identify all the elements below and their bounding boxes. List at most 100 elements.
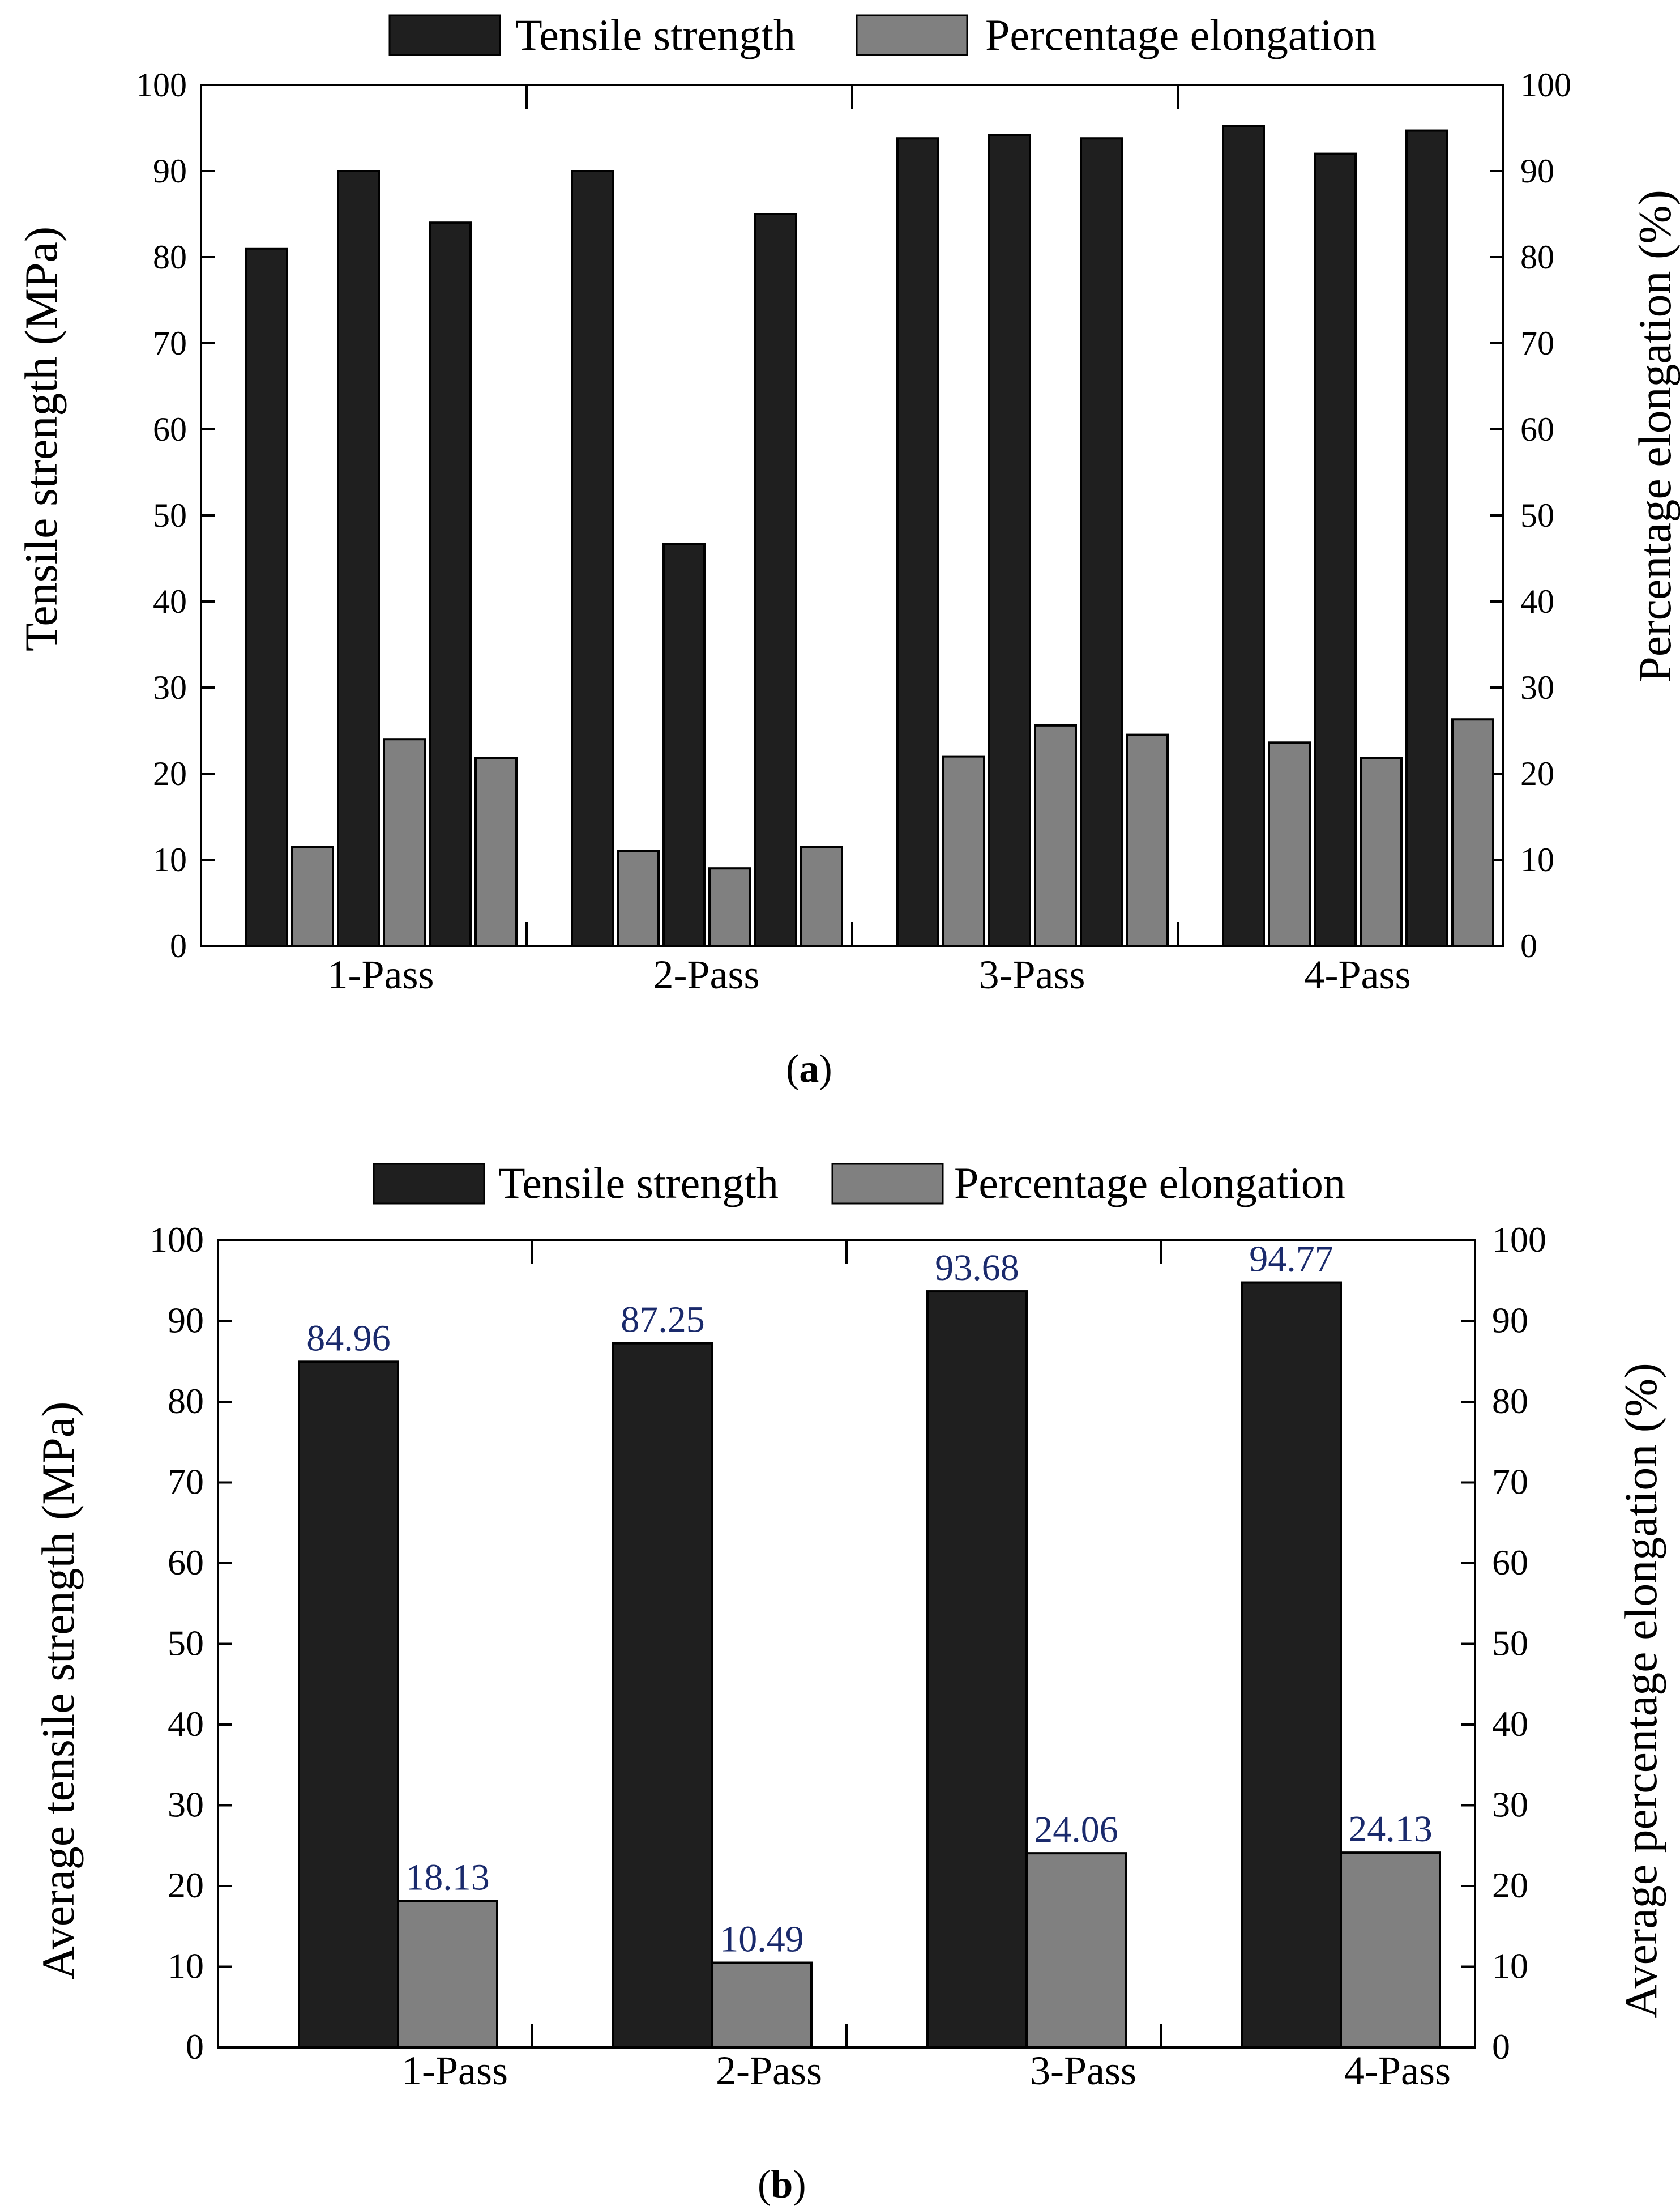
- bar-elongation: [291, 846, 334, 947]
- legend-a-elongation-label: Percentage elongation: [985, 10, 1377, 59]
- bar-tensile: [612, 1342, 713, 2049]
- category-label: 1-Pass: [401, 2048, 508, 2093]
- y-tick-label-right-a: 30: [1520, 669, 1554, 706]
- bar-tensile: [926, 1290, 1028, 2049]
- bar-elongation: [1340, 1851, 1441, 2049]
- legend-a: Tensile strength Percentage elongation: [388, 10, 1377, 59]
- data-label-tensile: 87.25: [621, 1299, 705, 1341]
- y-tick-label-left-a: 60: [153, 411, 187, 448]
- panel-a: Tensile strength Percentage elongation T…: [15, 10, 1680, 1091]
- y-tick-label-right-a: 90: [1520, 152, 1554, 190]
- y-tick-label-left-a: 40: [153, 583, 187, 620]
- caption-b-close-paren: ): [793, 2163, 806, 2206]
- legend-a-elongation-swatch: [856, 14, 968, 56]
- y-tick-label-right-a: 100: [1520, 66, 1571, 104]
- bar-elongation: [383, 738, 426, 947]
- bar-tensile: [896, 137, 939, 948]
- category-label: 2-Pass: [653, 952, 759, 997]
- bar-elongation: [474, 757, 518, 947]
- y-tick-label-right-a: 0: [1520, 927, 1537, 965]
- y-tick-label-left-b: 60: [168, 1542, 204, 1582]
- y-tick-label-left-b: 70: [168, 1462, 204, 1502]
- y-tick-label-right-a: 80: [1520, 238, 1554, 276]
- category-label: 3-Pass: [1030, 2048, 1136, 2093]
- data-label-elongation: 10.49: [720, 1919, 804, 1960]
- y-tick-label-left-a: 90: [153, 152, 187, 190]
- y-tick-label-left-b: 50: [168, 1623, 204, 1663]
- bar-elongation: [397, 1900, 498, 2049]
- bar-tensile: [988, 134, 1031, 947]
- bar-tensile: [1314, 152, 1357, 948]
- y-tick-label-left-a: 30: [153, 669, 187, 706]
- bar-elongation: [1034, 724, 1077, 947]
- bar-tensile: [1080, 137, 1123, 948]
- y-tick-label-left-b: 0: [186, 2026, 204, 2067]
- y-tick-label-left-a: 70: [153, 325, 187, 362]
- y-tick-label-right-a: 20: [1520, 755, 1554, 792]
- bar-tensile: [662, 543, 706, 947]
- legend-b-elongation-swatch: [831, 1163, 944, 1205]
- y-tick-label-left-a: 0: [170, 927, 187, 965]
- data-label-elongation: 24.13: [1348, 1808, 1433, 1850]
- y-tick-label-right-b: 60: [1492, 1542, 1528, 1582]
- y-tick-label-right-b: 30: [1492, 1785, 1528, 1825]
- y-tick-label-left-b: 40: [168, 1704, 204, 1744]
- y-tick-label-right-a: 10: [1520, 841, 1554, 878]
- bar-tensile: [571, 170, 614, 947]
- category-label: 4-Pass: [1344, 2048, 1451, 2093]
- y-tick-label-left-b: 90: [168, 1300, 204, 1341]
- y-tick-label-left-a: 20: [153, 755, 187, 792]
- y-tick-label-left-a: 10: [153, 841, 187, 878]
- y-tick-label-right-a: 50: [1520, 497, 1554, 534]
- bar-elongation: [1126, 733, 1169, 947]
- y-tick-label-left-b: 30: [168, 1785, 204, 1825]
- bar-tensile: [1222, 125, 1265, 948]
- category-label: 1-Pass: [327, 952, 434, 997]
- caption-a-letter: a: [799, 1047, 819, 1091]
- bar-tensile: [1241, 1281, 1342, 2049]
- y-tick-label-left-a: 100: [136, 66, 187, 104]
- bar-tensile: [1405, 129, 1448, 947]
- bar-elongation: [1360, 757, 1403, 947]
- y-tick-label-right-b: 70: [1492, 1462, 1528, 1502]
- data-label-tensile: 93.68: [935, 1247, 1019, 1288]
- plot-area-b: 0 0 10 10 20 20 30 30 40 40 50 50 60 60 70 70 80 80 90 90 10…: [149, 1219, 1546, 2093]
- bar-tensile: [754, 213, 797, 947]
- legend-b: Tensile strength Percentage elongation: [373, 1158, 1345, 1207]
- bar-tensile: [429, 221, 472, 948]
- category-label: 3-Pass: [978, 952, 1085, 997]
- y-tick-label-right-b: 50: [1492, 1623, 1528, 1663]
- y-tick-label-left-a: 80: [153, 238, 187, 276]
- y-tick-label-left-b: 80: [168, 1381, 204, 1421]
- data-label-tensile: 94.77: [1249, 1239, 1333, 1280]
- bar-tensile: [337, 170, 380, 947]
- caption-b-letter: b: [771, 2163, 793, 2206]
- panel-b: Tensile strength Percentage elongation A…: [32, 1158, 1666, 2206]
- legend-b-elongation-label: Percentage elongation: [954, 1158, 1345, 1207]
- y-tick-label-left-a: 50: [153, 497, 187, 534]
- y-tick-label-right-b: 10: [1492, 1946, 1528, 1986]
- y-tick-label-right-a: 60: [1520, 411, 1554, 448]
- bar-tensile: [245, 247, 288, 947]
- bar-elongation: [1025, 1852, 1127, 2049]
- y-tick-label-left-b: 10: [168, 1946, 204, 1986]
- y-tick-label-left-b: 100: [149, 1219, 204, 1260]
- y-tick-label-right-a: 70: [1520, 325, 1554, 362]
- y-tick-label-right-b: 100: [1492, 1219, 1546, 1260]
- bar-elongation: [942, 755, 985, 947]
- y-axis-title-left-b: Average tensile strength (MPa): [32, 1402, 84, 1980]
- y-axis-title-right-b: Average percentage elongation (%): [1615, 1363, 1666, 2018]
- caption-a-close-paren: ): [819, 1047, 832, 1091]
- caption-b-open-paren: (: [758, 2163, 771, 2206]
- data-label-elongation: 24.06: [1034, 1809, 1118, 1850]
- plot-area-a: 0 0 10 10 20 20 30 30 40 40 50 50 60 60 70 70 80 80 90 90 10…: [136, 66, 1571, 997]
- data-label-tensile: 84.96: [306, 1317, 391, 1359]
- y-tick-label-right-b: 0: [1492, 2026, 1510, 2067]
- bar-elongation: [1268, 741, 1311, 948]
- legend-b-tensile-swatch: [373, 1163, 485, 1205]
- data-label-elongation: 18.13: [405, 1857, 490, 1898]
- bar-elongation: [800, 846, 843, 947]
- y-tick-label-right-b: 90: [1492, 1300, 1528, 1341]
- category-label: 4-Pass: [1304, 952, 1410, 997]
